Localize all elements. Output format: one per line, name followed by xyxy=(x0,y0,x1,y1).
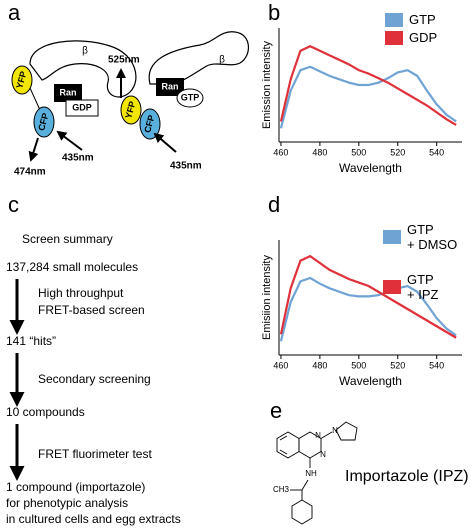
stage: 141 “hits” xyxy=(6,334,56,348)
legend-swatch xyxy=(385,12,403,27)
cfp-label: CFP xyxy=(36,112,50,132)
excitation-label: 435nm xyxy=(170,161,202,172)
compound-name: Importazole (IPZ) xyxy=(345,468,469,485)
x-tick-label: 460 xyxy=(273,360,288,370)
y-axis-label: Emission intensity xyxy=(261,40,273,129)
series-line xyxy=(279,254,457,339)
atom: N xyxy=(332,426,338,435)
x-tick-label: 500 xyxy=(351,360,366,370)
ran xyxy=(156,78,184,96)
result: 1 compound (importazole) xyxy=(6,480,145,494)
atom: N xyxy=(320,450,326,459)
legend-label: GDP xyxy=(409,30,438,45)
atom: N xyxy=(315,431,321,440)
stage: 10 compounds xyxy=(6,405,85,419)
method: Secondary screening xyxy=(38,372,151,386)
summary-title: Screen summary xyxy=(22,232,113,246)
ran-label: Ran xyxy=(161,81,178,91)
x-tick-label: 480 xyxy=(312,147,327,157)
emission-label: 474nm xyxy=(14,167,46,178)
panel-label: a xyxy=(8,0,21,25)
panel-label: e xyxy=(270,398,282,423)
legend-swatch xyxy=(385,30,403,45)
linker xyxy=(29,87,41,111)
beta-label: β xyxy=(219,55,225,66)
legend-item: GTP + IPZ xyxy=(383,272,438,302)
x-tick-label: 520 xyxy=(390,360,405,370)
x-tick-label: 460 xyxy=(273,147,288,157)
method: FRET fluorimeter test xyxy=(38,447,152,461)
x-tick-label: 500 xyxy=(351,147,366,157)
yfp xyxy=(11,65,33,95)
arrow xyxy=(153,132,177,153)
y-axis-label: Emisiion intensity xyxy=(261,255,273,340)
atom: CH3 xyxy=(273,485,290,494)
series-line xyxy=(279,276,457,342)
x-tick-label: 540 xyxy=(429,147,444,157)
importin-beta xyxy=(29,40,137,98)
x-axis-label: Wavelength xyxy=(339,374,402,388)
legend-item: GTP xyxy=(385,12,436,27)
ran-label: Ran xyxy=(59,87,76,97)
yfp xyxy=(120,95,142,125)
x-axis-label: Wavelength xyxy=(339,161,402,175)
panel-label: d xyxy=(268,192,280,217)
legend-label: GTP xyxy=(409,12,436,27)
legend-label: GTP + IPZ xyxy=(407,272,439,302)
ran xyxy=(54,84,82,102)
cfp xyxy=(33,106,55,138)
legend-swatch xyxy=(383,230,401,244)
arrow xyxy=(28,137,39,162)
panel-label: b xyxy=(268,0,280,25)
method: FRET-based screen xyxy=(38,303,145,317)
cfp xyxy=(139,108,161,140)
atom: NH xyxy=(305,469,317,478)
gdp-label: GDP xyxy=(72,102,92,112)
panel-label: c xyxy=(8,192,19,217)
structure xyxy=(276,421,358,525)
yfp-label: YFP xyxy=(123,100,137,120)
gtp-label: GTP xyxy=(181,92,200,102)
gtp xyxy=(176,88,204,108)
legend-label: GTP + DMSO xyxy=(407,222,458,252)
x-tick-label: 540 xyxy=(429,360,444,370)
result: in cultured cells and egg extracts xyxy=(6,512,181,526)
legend-item: GDP xyxy=(385,30,437,45)
method: High throughput xyxy=(38,286,124,300)
importin-beta xyxy=(148,31,249,85)
beta-label: β xyxy=(82,46,88,57)
x-tick-label: 520 xyxy=(390,147,405,157)
gdp xyxy=(65,99,99,117)
series-line xyxy=(279,45,457,126)
legend-item: GTP + DMSO xyxy=(383,222,457,252)
series-line xyxy=(279,65,457,129)
yfp-label: YFP xyxy=(14,70,28,90)
legend-swatch xyxy=(383,280,401,294)
result: for phenotypic analysis xyxy=(6,496,128,510)
stage: 137,284 small molecules xyxy=(6,260,138,274)
emission-label: 525nm xyxy=(108,55,140,66)
x-tick-label: 480 xyxy=(312,360,327,370)
arrow xyxy=(56,130,83,151)
cfp-label: CFP xyxy=(142,114,156,134)
excitation-label: 435nm xyxy=(62,153,94,164)
